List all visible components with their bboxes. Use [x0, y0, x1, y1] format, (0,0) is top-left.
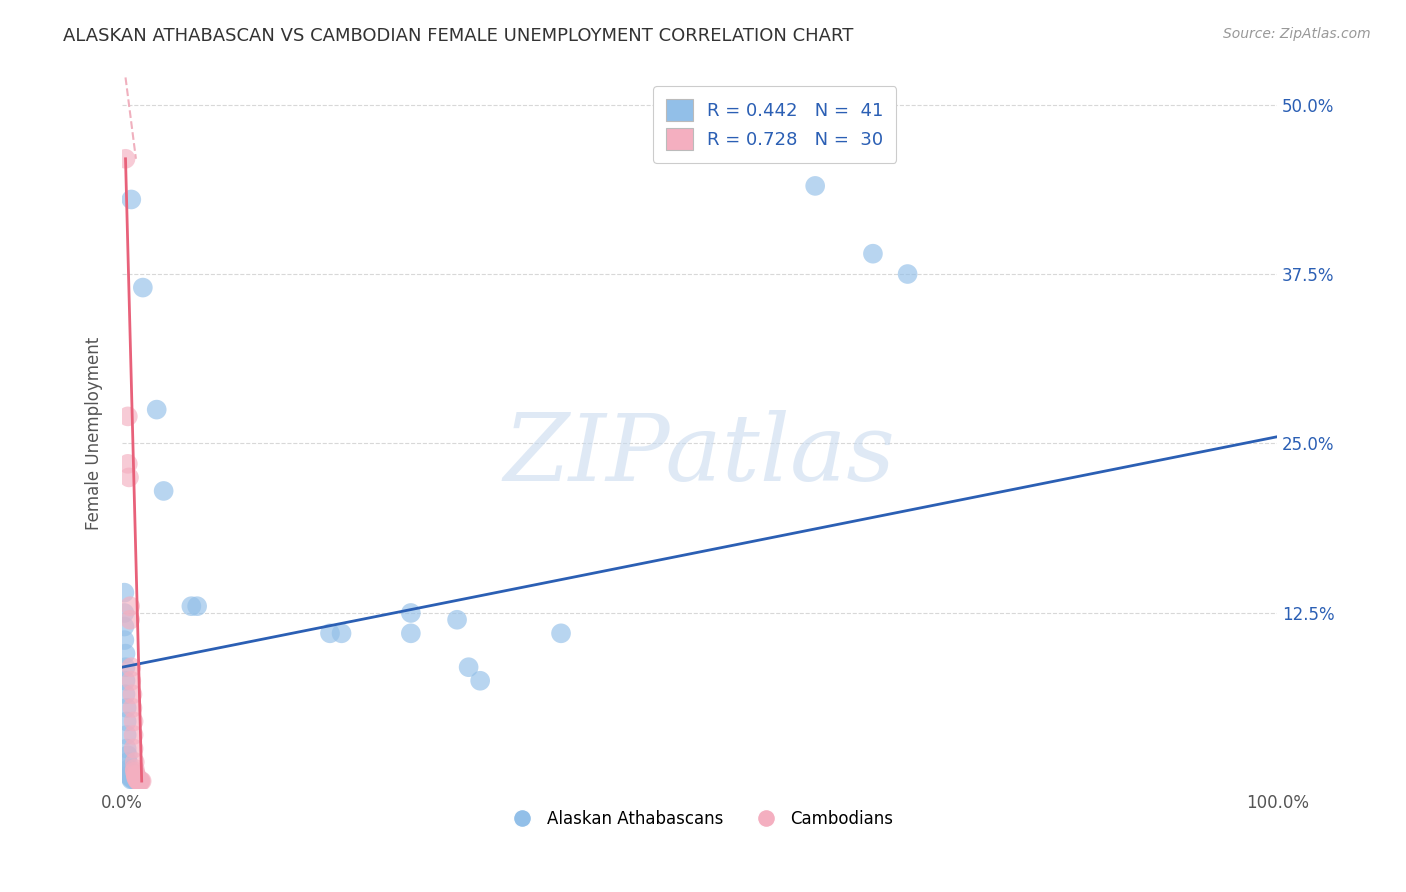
Point: [122, 741, 145, 756]
Point: [125, 767, 148, 781]
Point: [118, 470, 141, 484]
Point: [127, 772, 149, 787]
Point: [127, 772, 149, 787]
Point: [114, 660, 136, 674]
Point: [122, 728, 145, 742]
Point: [186, 599, 208, 614]
Point: [399, 626, 422, 640]
Point: [120, 769, 142, 783]
Point: [124, 755, 146, 769]
Point: [470, 673, 492, 688]
Point: [152, 483, 174, 498]
Point: [121, 701, 143, 715]
Text: ALASKAN ATHABASCAN VS CAMBODIAN FEMALE UNEMPLOYMENT CORRELATION CHART: ALASKAN ATHABASCAN VS CAMBODIAN FEMALE U…: [63, 27, 853, 45]
Point: [122, 714, 145, 729]
Point: [120, 599, 142, 614]
Point: [112, 606, 135, 620]
Point: [180, 599, 202, 614]
Point: [112, 633, 135, 648]
Point: [125, 772, 148, 786]
Point: [862, 246, 884, 260]
Point: [120, 193, 142, 207]
Y-axis label: Female Unemployment: Female Unemployment: [86, 336, 103, 530]
Point: [120, 673, 142, 688]
Point: [125, 774, 148, 789]
Point: [125, 772, 148, 787]
Point: [115, 714, 138, 729]
Point: [117, 748, 139, 763]
Point: [399, 606, 422, 620]
Text: ZIPatlas: ZIPatlas: [503, 409, 896, 500]
Point: [132, 280, 155, 294]
Point: [897, 267, 920, 281]
Point: [131, 774, 153, 789]
Point: [804, 178, 827, 193]
Point: [128, 774, 150, 789]
Point: [120, 772, 142, 787]
Text: Source: ZipAtlas.com: Source: ZipAtlas.com: [1223, 27, 1371, 41]
Point: [120, 613, 142, 627]
Point: [114, 647, 136, 661]
Point: [128, 774, 150, 789]
Point: [114, 687, 136, 701]
Point: [118, 764, 141, 779]
Point: [125, 770, 148, 784]
Point: [124, 764, 146, 779]
Point: [330, 626, 353, 640]
Point: [115, 701, 138, 715]
Point: [114, 673, 136, 688]
Point: [125, 772, 148, 786]
Point: [115, 728, 138, 742]
Point: [115, 741, 138, 756]
Legend: Alaskan Athabascans, Cambodians: Alaskan Athabascans, Cambodians: [499, 803, 900, 834]
Point: [112, 619, 135, 633]
Point: [129, 774, 152, 789]
Point: [117, 457, 139, 471]
Point: [122, 772, 145, 787]
Point: [128, 774, 150, 789]
Point: [127, 774, 149, 789]
Point: [120, 767, 142, 781]
Point: [457, 660, 479, 674]
Point: [118, 762, 141, 776]
Point: [117, 409, 139, 424]
Point: [129, 774, 152, 789]
Point: [124, 762, 146, 776]
Point: [145, 402, 167, 417]
Point: [120, 770, 142, 784]
Point: [125, 769, 148, 783]
Point: [121, 687, 143, 701]
Point: [114, 152, 136, 166]
Point: [446, 613, 468, 627]
Point: [319, 626, 342, 640]
Point: [117, 755, 139, 769]
Point: [120, 772, 142, 786]
Point: [112, 585, 135, 599]
Point: [120, 660, 142, 674]
Point: [550, 626, 572, 640]
